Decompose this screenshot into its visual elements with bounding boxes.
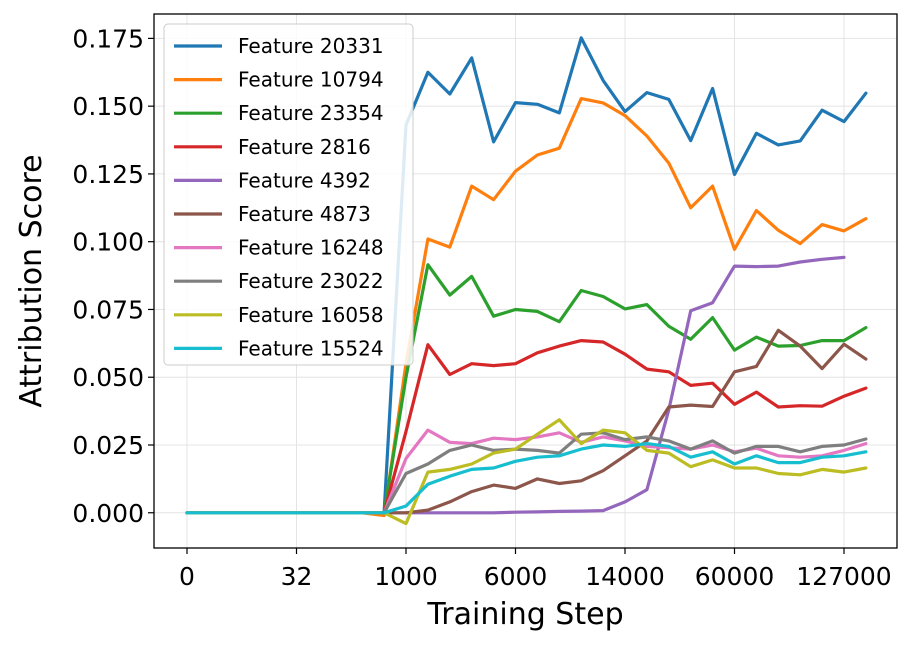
y-tick-label: 0.125: [72, 160, 144, 189]
y-tick-label: 0.075: [72, 295, 144, 324]
y-tick-label: 0.050: [72, 363, 144, 392]
series-line: [185, 442, 868, 515]
x-tick-label: 1000: [374, 562, 438, 591]
legend-label: Feature 10794: [238, 68, 384, 92]
y-tick-label: 0.025: [72, 431, 144, 460]
y-tick-label: 0.150: [72, 92, 144, 121]
x-tick-label: 32: [281, 562, 313, 591]
series-line: [185, 339, 868, 515]
x-tick-label: 14000: [585, 562, 665, 591]
y-tick-label: 0.175: [72, 24, 144, 53]
legend-label: Feature 23354: [238, 101, 384, 125]
y-axis-title: Attribution Score: [14, 154, 49, 407]
legend-box: [163, 23, 414, 366]
plot-frame: [153, 13, 898, 549]
legend-label: Feature 2816: [238, 135, 371, 159]
x-tick-label: 6000: [484, 562, 548, 591]
x-axis-ticks: 0 32 1000 6000 14000 60000 127000: [179, 548, 892, 591]
y-tick-label: 0.000: [72, 499, 144, 528]
legend-label: Feature 4392: [238, 168, 371, 192]
x-tick-label: 60000: [695, 562, 775, 591]
legend-label: Feature 23022: [238, 269, 384, 293]
y-tick-label: 0.100: [72, 228, 144, 257]
legend-label: Feature 20331: [238, 34, 384, 58]
series-lines: [185, 36, 868, 526]
legend: Feature 20331 Feature 10794 Feature 23354 F…: [163, 23, 414, 366]
x-axis-title: Training Step: [426, 597, 623, 632]
series-line: [185, 418, 868, 526]
legend-label: Feature 16058: [238, 303, 384, 327]
legend-label: Feature 15524: [238, 336, 384, 360]
x-tick-label: 127000: [796, 562, 891, 591]
x-tick-label: 0: [179, 562, 195, 591]
legend-label: Feature 4873: [238, 202, 371, 226]
y-axis-ticks: 0.000 0.025 0.050 0.075 0.100 0.125 0.150 0.175: [72, 24, 154, 528]
legend-label: Feature 16248: [238, 236, 384, 260]
